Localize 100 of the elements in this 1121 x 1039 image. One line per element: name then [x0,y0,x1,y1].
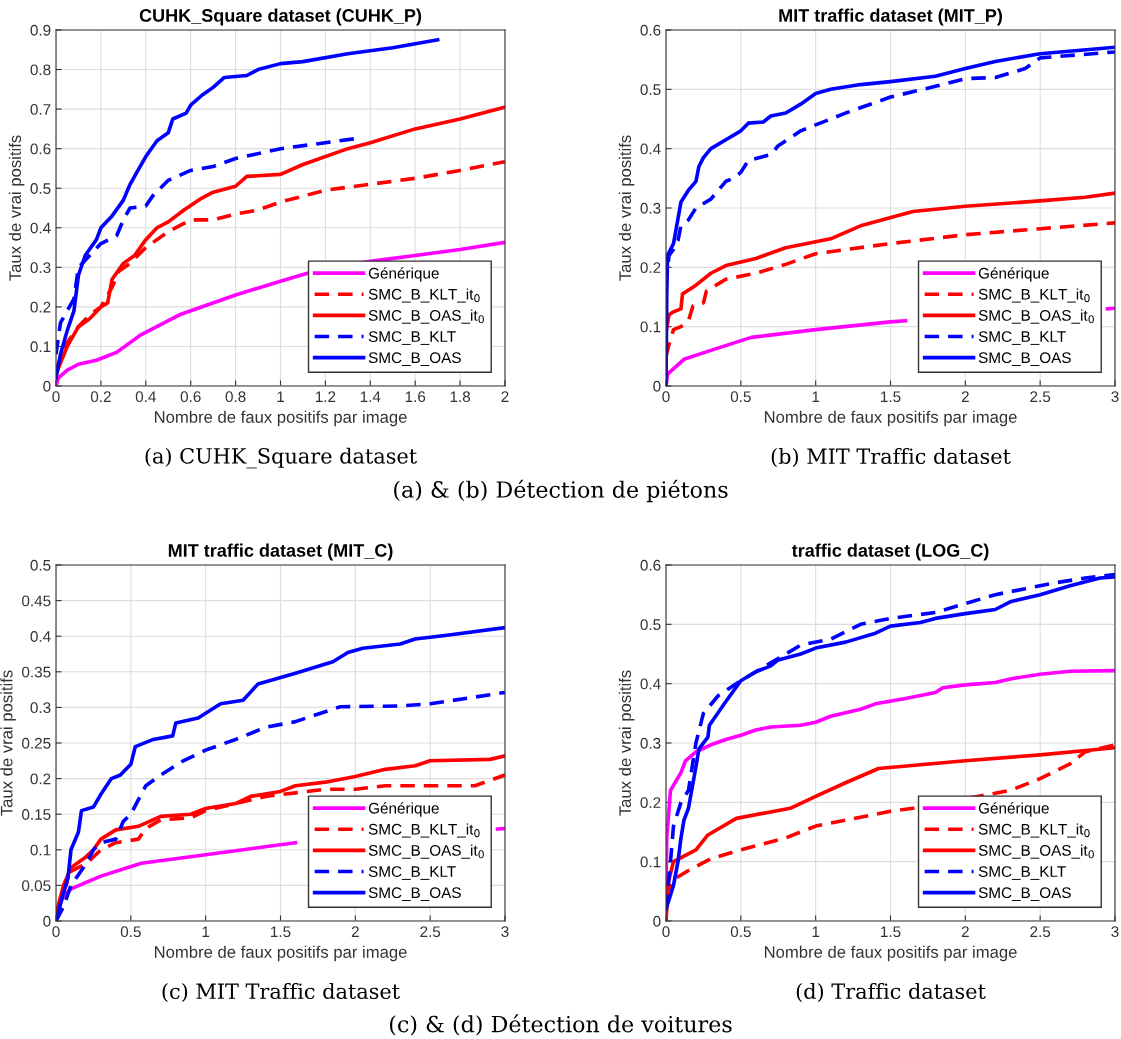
legend-label: SMC_B_KLT [368,866,456,880]
x-tick-label: 1 [812,926,820,937]
x-tick-label: 0 [662,391,670,403]
x-tick-label: 0 [52,391,60,403]
x-tick-label: 1 [277,391,284,402]
legend-label: Générique [368,267,439,282]
y-tick-label: 0.6 [640,24,661,36]
text: (c) MIT Traffic dataset [162,982,400,1002]
y-tick-label: 0 [653,915,661,927]
y-tick-label: 0.1 [30,844,51,856]
x-tick-label: 1.8 [450,391,471,403]
y-tick-label: 0.9 [30,24,51,36]
x-tick-label: 1.6 [405,391,426,403]
x-tick-label: 3 [1111,391,1119,403]
y-tick-label: 0.3 [30,702,51,714]
legend-label: SMC_B_KLT_it$_{0}$ [978,288,1090,303]
y-tick-label: 0.5 [30,183,51,194]
legend-label: Générique [978,267,1049,282]
y-tick-label: 0.3 [640,737,661,749]
x-axis-title: Nombre de faux positifs par image [154,410,407,427]
legend-label: SMC_B_OAS_it$_{0}$ [368,844,484,859]
x-tick-label: 0 [52,926,60,938]
legend-label: Générique [978,802,1049,817]
y-tick-label: 0 [653,380,661,392]
y-tick-label: 0.4 [30,222,51,234]
y-tick-label: 0.7 [30,103,51,115]
y-axis-title: Taux de vrai positifs [0,670,16,816]
y-tick-label: 0.25 [22,737,51,749]
x-tick-label: 0.8 [225,391,246,403]
y-axis-title: Taux de vrai positifs [618,135,635,281]
legend-label: SMC_B_KLT_it$_{0}$ [978,823,1090,838]
x-tick-label: 0.6 [180,391,201,403]
y-tick-label: 0.2 [640,262,661,274]
x-tick-label: 0.5 [730,391,751,403]
y-tick-label: 0.2 [30,301,51,313]
y-tick-label: 0.3 [30,262,51,274]
x-axis-title: Nombre de faux positifs par image [154,945,407,962]
y-tick-label: 0.15 [22,809,51,820]
legend-label: Générique [368,802,439,817]
x-tick-label: 0.5 [730,926,751,938]
legend-label: SMC_B_KLT [978,866,1066,880]
x-tick-label: 3 [501,926,509,938]
x-tick-label: 2.5 [1030,926,1051,938]
y-tick-label: 0.5 [640,84,661,96]
chart-title: MIT traffic dataset (MIT_P) [779,8,1002,26]
y-tick-label: 0.1 [640,321,661,333]
y-tick-label: 0.3 [640,202,661,214]
x-tick-label: 2 [961,391,969,402]
text: (d) Traffic dataset [796,982,986,1002]
y-axis-title: Taux de vrai positifs [618,670,635,816]
x-axis-title: Nombre de faux positifs par image [764,945,1017,962]
y-tick-label: 0.2 [30,773,51,785]
x-tick-label: 1 [202,926,210,937]
y-tick-label: 0.5 [30,559,51,571]
x-tick-label: 1.5 [271,926,291,938]
x-tick-label: 0 [662,926,670,938]
legend-label: SMC_B_OAS [368,352,461,367]
text: (a) & (b) Détection de piétons [394,479,728,503]
legend-label: SMC_B_KLT [368,331,456,345]
y-tick-label: 0.1 [30,341,51,353]
chart-title: MIT traffic dataset (MIT_C) [168,543,393,561]
legend-label: SMC_B_OAS [978,887,1071,902]
y-axis-title: Taux de vrai positifs [8,135,25,281]
x-tick-label: 1.5 [881,391,901,403]
y-tick-label: 0 [43,380,51,392]
x-tick-label: 1 [812,391,820,402]
legend-label: SMC_B_KLT_it$_{0}$ [368,288,480,303]
legend-label: SMC_B_OAS_it$_{0}$ [368,309,484,324]
legend-label: SMC_B_OAS [368,887,461,902]
y-tick-label: 0.5 [640,619,661,631]
y-tick-label: 0.4 [640,678,661,690]
x-tick-label: 0.4 [135,391,156,403]
legend-label: SMC_B_OAS_it$_{0}$ [978,309,1094,324]
legend-label: SMC_B_KLT [978,331,1066,345]
x-tick-label: 1.4 [360,391,381,402]
x-tick-label: 2 [501,391,509,402]
y-tick-label: 0.35 [22,666,51,678]
x-tick-label: 0.2 [90,391,111,403]
y-tick-label: 0.4 [30,631,51,642]
x-axis-title: Nombre de faux positifs par image [764,410,1017,427]
x-tick-label: 1.2 [315,391,336,402]
y-tick-label: 0.6 [640,559,661,571]
chart-title: traffic dataset (LOG_C) [791,543,989,561]
x-tick-label: 0.5 [120,926,141,938]
legend-label: SMC_B_KLT_it$_{0}$ [368,823,480,838]
x-tick-label: 2.5 [1030,391,1051,403]
x-tick-label: 2 [961,926,969,937]
chart-title: CUHK_Square dataset (CUHK_P) [139,8,422,26]
y-tick-label: 0.6 [30,143,51,155]
y-tick-label: 0 [43,915,51,927]
text: (c) & (d) Détection de voitures [390,1014,732,1036]
y-tick-label: 0.05 [22,880,51,892]
y-tick-label: 0.45 [22,595,51,607]
x-tick-label: 1.5 [881,926,901,938]
x-tick-label: 3 [1111,926,1119,938]
y-tick-label: 0.1 [640,856,661,868]
x-tick-label: 2 [351,926,359,937]
y-tick-label: 0.4 [640,143,661,155]
y-tick-label: 0.8 [30,64,51,76]
text: (a) CUHK_Square dataset [145,447,417,469]
